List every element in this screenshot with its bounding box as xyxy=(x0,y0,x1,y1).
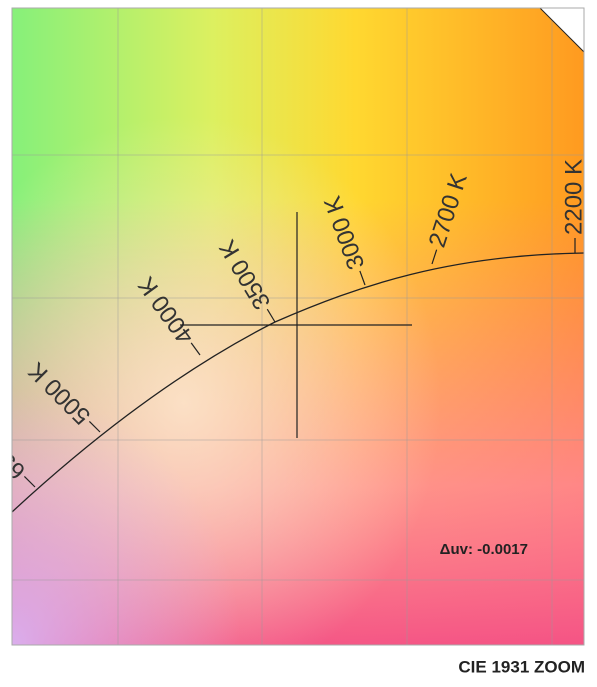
background xyxy=(12,8,584,645)
cct-label: 2200 K xyxy=(560,159,587,235)
locus-tick xyxy=(266,308,276,323)
corner-edge xyxy=(539,8,584,53)
grid xyxy=(12,8,584,645)
locus-tick xyxy=(359,270,366,286)
locus-tick xyxy=(23,475,36,488)
footer-title: CIE 1931 ZOOM xyxy=(458,657,585,676)
locus-tick xyxy=(190,342,201,356)
locus-tick xyxy=(431,249,438,265)
plot-border xyxy=(11,7,585,646)
locus-tick xyxy=(88,420,101,433)
delta-uv: Δuv: -0.0017 xyxy=(440,541,528,558)
